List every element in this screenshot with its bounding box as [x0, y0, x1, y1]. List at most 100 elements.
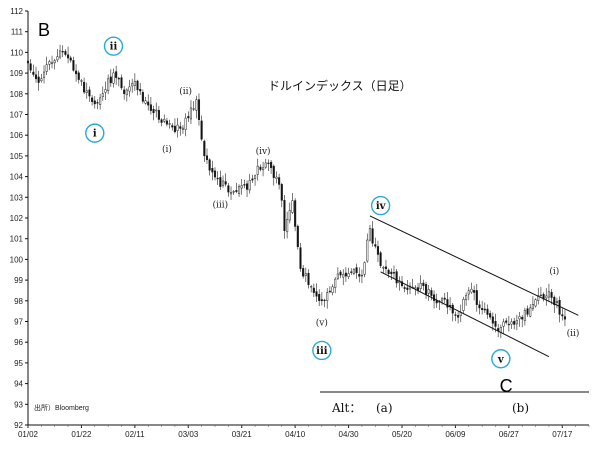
candle-body — [342, 274, 345, 278]
candle-body — [240, 185, 243, 189]
candle-body — [286, 219, 289, 233]
y-tick-label: 107 — [10, 111, 24, 120]
candle-body — [211, 167, 214, 173]
minor-wave-label: (iii) — [213, 200, 229, 211]
candle-body — [481, 308, 484, 310]
major-wave-label: B — [38, 20, 50, 40]
candle-body — [534, 299, 537, 307]
candle-body — [275, 176, 278, 179]
candle-body — [179, 126, 182, 129]
candle-body — [374, 244, 377, 247]
y-tick-label: 97 — [14, 318, 23, 327]
candle-body — [45, 64, 48, 72]
x-axis: 01/02 01/22 02/11 03/03 03/21 04/10 04/30 05/20… — [18, 424, 590, 439]
candle-body — [120, 77, 123, 89]
candle-body — [256, 165, 259, 175]
candle-body — [195, 99, 198, 111]
candle-body — [299, 247, 302, 269]
candle-body — [155, 109, 158, 112]
candle-body — [422, 282, 425, 287]
candle-body — [139, 89, 142, 92]
candle-body — [545, 295, 548, 299]
candle-body — [131, 83, 134, 87]
circled-wave-label: i — [85, 123, 105, 143]
candle-body — [462, 299, 465, 311]
candle-body — [61, 51, 64, 53]
candle-body — [288, 210, 291, 221]
circled-wave-label: ii — [103, 36, 124, 56]
major-wave-label: C — [500, 376, 513, 396]
candlestick-series — [26, 44, 567, 339]
candle-body — [507, 323, 510, 326]
candle-body — [34, 74, 38, 80]
candle-body — [392, 272, 396, 274]
candle-body — [344, 272, 347, 277]
candle-body — [318, 294, 321, 301]
candle-body — [251, 178, 254, 181]
y-tick-label: 101 — [10, 235, 24, 244]
y-tick-label: 103 — [10, 193, 24, 202]
candle-body — [149, 104, 152, 111]
candle-body — [347, 273, 350, 277]
candle-body — [403, 287, 406, 289]
candle-body — [523, 310, 526, 321]
candle-body — [505, 320, 508, 323]
candle-body — [26, 60, 30, 64]
candle-body — [224, 181, 227, 185]
candle-body — [67, 54, 70, 59]
x-tick-label: 03/21 — [232, 430, 253, 439]
candle-body — [433, 294, 436, 301]
candle-body — [227, 185, 230, 193]
wave-label-text: iv — [376, 201, 387, 212]
x-tick-label: 03/03 — [178, 430, 199, 439]
candle-body — [331, 286, 334, 293]
candle-body — [486, 308, 489, 315]
wave-circle — [491, 349, 511, 369]
candle-body — [141, 92, 144, 102]
candle-body — [561, 314, 564, 317]
candle-body — [128, 86, 131, 92]
candle-body — [518, 316, 521, 320]
y-tick-label: 105 — [10, 152, 24, 161]
candle-body — [550, 292, 553, 298]
candle-body — [85, 90, 88, 93]
x-tick-label: 01/22 — [71, 430, 92, 439]
candle-body — [307, 272, 310, 285]
candle-body — [502, 321, 505, 327]
candle-body — [99, 97, 102, 105]
y-tick-label: 109 — [10, 69, 24, 78]
candle-body — [133, 80, 136, 86]
candle-body — [91, 97, 94, 102]
x-tick-label: 01/02 — [18, 430, 39, 439]
y-tick-label: 106 — [10, 131, 24, 140]
candle-body — [312, 287, 315, 293]
candle-body — [489, 313, 492, 318]
candle-body — [270, 161, 273, 169]
candle-body — [125, 89, 128, 96]
wave-circle — [85, 123, 105, 143]
x-tick-label: 07/17 — [552, 430, 573, 439]
y-axis: 92 93 94 95 96 97 98 99 100 101 102 103 104 105 106 107… — [10, 7, 29, 430]
candle-body — [454, 314, 457, 316]
candle-body — [427, 289, 430, 294]
candle-body — [430, 290, 433, 296]
candle-body — [259, 166, 262, 170]
candle-body — [115, 71, 118, 78]
candle-body — [446, 299, 449, 308]
candle-body — [176, 124, 179, 131]
candle-body — [494, 321, 497, 327]
candle-body — [248, 180, 251, 191]
candle-body — [144, 100, 147, 104]
wave-circle — [370, 195, 391, 216]
candle-body — [221, 180, 225, 186]
candle-body — [181, 127, 184, 130]
candle-body — [478, 304, 481, 309]
candle-body — [467, 290, 470, 295]
candle-body — [483, 308, 486, 311]
candle-body — [237, 186, 241, 194]
candle-body — [267, 162, 270, 165]
candle-body — [64, 51, 67, 55]
trend-channel-line — [369, 215, 579, 316]
candle-body — [264, 162, 267, 168]
candle-body — [203, 140, 206, 157]
